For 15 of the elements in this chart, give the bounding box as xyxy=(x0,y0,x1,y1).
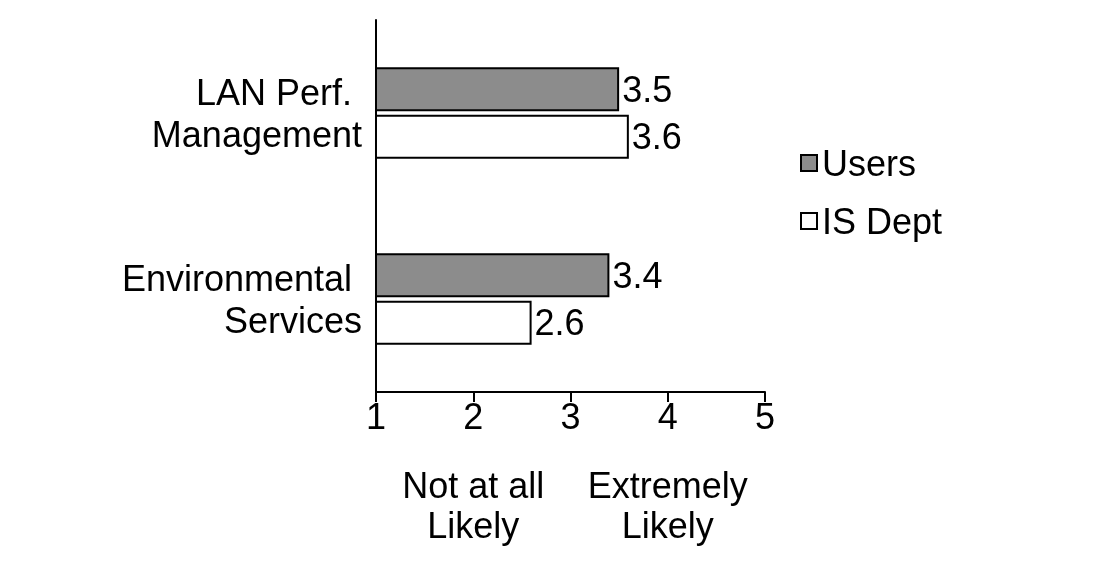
x-tick-label: 1 xyxy=(365,395,387,437)
text: Not at all Likely xyxy=(402,464,545,546)
y-tick-label: LAN Perf. Management xyxy=(151,71,362,155)
legend-label: Users xyxy=(822,142,917,184)
x-tick-label: 5 xyxy=(754,395,776,437)
x-tick-label: 2 xyxy=(463,395,484,437)
y-tick-label: Environmental Services xyxy=(121,257,362,341)
x-tick-label: 3 xyxy=(560,395,581,437)
data-label: 3.4 xyxy=(612,254,663,296)
x-tick-label: 4 xyxy=(657,395,678,437)
data-label: 3.5 xyxy=(622,68,673,110)
data-label: 3.6 xyxy=(631,116,682,158)
legend-label: IS Dept xyxy=(822,200,943,242)
text: Extremely Likely xyxy=(587,464,748,546)
data-label: 2.6 xyxy=(534,302,585,344)
